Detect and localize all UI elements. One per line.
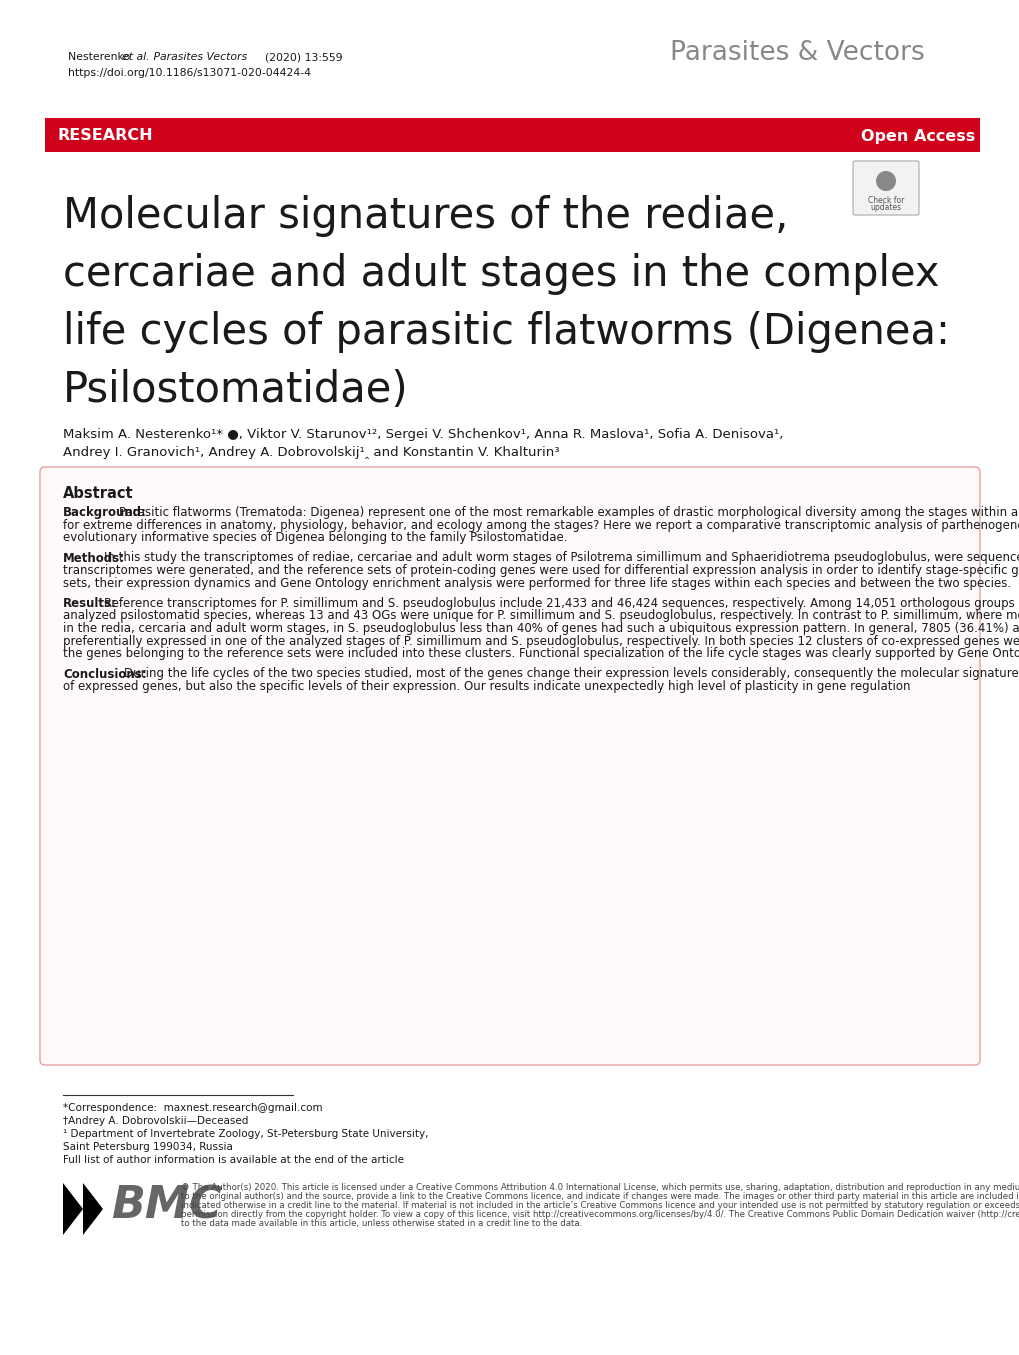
Text: for extreme differences in anatomy, physiology, behavior, and ecology among the : for extreme differences in anatomy, phys… xyxy=(63,519,1019,531)
Text: Andrey I. Granovich¹, Andrey A. Dobrovolskij¹‸ and Konstantin V. Khalturin³: Andrey I. Granovich¹, Andrey A. Dobrovol… xyxy=(63,446,559,459)
Text: © The Author(s) 2020. This article is licensed under a Creative Commons Attribut: © The Author(s) 2020. This article is li… xyxy=(180,1183,1019,1192)
Text: Conclusions:: Conclusions: xyxy=(63,668,147,680)
FancyBboxPatch shape xyxy=(40,467,979,1065)
Text: sets, their expression dynamics and Gene Ontology enrichment analysis were perfo: sets, their expression dynamics and Gene… xyxy=(63,576,1010,589)
Text: to the original author(s) and the source, provide a link to the Creative Commons: to the original author(s) and the source… xyxy=(180,1192,1019,1201)
Text: Background:: Background: xyxy=(63,505,147,519)
Text: transcriptomes were generated, and the reference sets of protein-coding genes we: transcriptomes were generated, and the r… xyxy=(63,564,1019,577)
Text: Molecular signatures of the rediae,: Molecular signatures of the rediae, xyxy=(63,195,788,237)
Text: cercariae and adult stages in the complex: cercariae and adult stages in the comple… xyxy=(63,253,938,295)
Text: updates: updates xyxy=(869,203,901,211)
Text: Check for: Check for xyxy=(867,196,903,205)
Text: permission directly from the copyright holder. To view a copy of this licence, v: permission directly from the copyright h… xyxy=(180,1210,1019,1220)
Text: Parasites Vectors: Parasites Vectors xyxy=(150,51,247,62)
Text: Nesterenko: Nesterenko xyxy=(68,51,133,62)
Text: Abstract: Abstract xyxy=(63,486,133,501)
Text: (2020) 13:559: (2020) 13:559 xyxy=(236,51,342,62)
Circle shape xyxy=(875,171,895,191)
Text: Open Access: Open Access xyxy=(860,129,974,144)
Text: evolutionary informative species of Digenea belonging to the family Psilostomati: evolutionary informative species of Dige… xyxy=(63,531,567,543)
Polygon shape xyxy=(63,1183,83,1234)
Text: BMC: BMC xyxy=(111,1184,221,1228)
Bar xyxy=(45,118,979,152)
Text: Parasitic flatworms (Trematoda: Digenea) represent one of the most remarkable ex: Parasitic flatworms (Trematoda: Digenea)… xyxy=(119,505,1019,519)
Text: Saint Petersburg 199034, Russia: Saint Petersburg 199034, Russia xyxy=(63,1142,232,1152)
Text: of expressed genes, but also the specific levels of their expression. Our result: of expressed genes, but also the specifi… xyxy=(63,680,910,692)
Text: RESEARCH: RESEARCH xyxy=(58,129,154,144)
Polygon shape xyxy=(83,1183,103,1234)
Text: to the data made available in this article, unless otherwise stated in a credit : to the data made available in this artic… xyxy=(180,1220,582,1228)
Text: preferentially expressed in one of the analyzed stages of P. simillimum and S. p: preferentially expressed in one of the a… xyxy=(63,634,1019,648)
Text: life cycles of parasitic flatworms (Digenea:: life cycles of parasitic flatworms (Dige… xyxy=(63,312,949,354)
Text: Results:: Results: xyxy=(63,598,117,610)
Text: et al.: et al. xyxy=(122,51,150,62)
Text: Full list of author information is available at the end of the article: Full list of author information is avail… xyxy=(63,1154,404,1165)
Text: analyzed psilostomatid species, whereas 13 and 43 OGs were unique for P. similli: analyzed psilostomatid species, whereas … xyxy=(63,610,1019,622)
Text: Parasites & Vectors: Parasites & Vectors xyxy=(669,41,924,66)
Text: Psilostomatidae): Psilostomatidae) xyxy=(63,369,409,411)
FancyBboxPatch shape xyxy=(852,161,918,215)
Text: In this study the transcriptomes of rediae, cercariae and adult worm stages of P: In this study the transcriptomes of redi… xyxy=(104,551,1019,565)
Text: Methods:: Methods: xyxy=(63,551,125,565)
Text: †Andrey A. Dobrovolskii—Deceased: †Andrey A. Dobrovolskii—Deceased xyxy=(63,1117,249,1126)
Text: *Correspondence:  maxnest.research@gmail.com: *Correspondence: maxnest.research@gmail.… xyxy=(63,1103,322,1112)
Text: ¹ Department of Invertebrate Zoology, St-Petersburg State University,: ¹ Department of Invertebrate Zoology, St… xyxy=(63,1129,428,1140)
Text: Maksim A. Nesterenko¹* ●, Viktor V. Starunov¹², Sergei V. Shchenkov¹, Anna R. Ma: Maksim A. Nesterenko¹* ●, Viktor V. Star… xyxy=(63,428,783,440)
Text: During the life cycles of the two species studied, most of the genes change thei: During the life cycles of the two specie… xyxy=(124,668,1019,680)
Text: the genes belonging to the reference sets were included into these clusters. Fun: the genes belonging to the reference set… xyxy=(63,646,1019,660)
Text: indicated otherwise in a credit line to the material. If material is not include: indicated otherwise in a credit line to … xyxy=(180,1201,1019,1210)
Text: in the redia, cercaria and adult worm stages, in S. pseudoglobulus less than 40%: in the redia, cercaria and adult worm st… xyxy=(63,622,1019,635)
Text: https://doi.org/10.1186/s13071-020-04424-4: https://doi.org/10.1186/s13071-020-04424… xyxy=(68,68,311,79)
Text: Reference transcriptomes for P. simillimum and S. pseudoglobulus include 21,433 : Reference transcriptomes for P. simillim… xyxy=(104,598,1019,610)
